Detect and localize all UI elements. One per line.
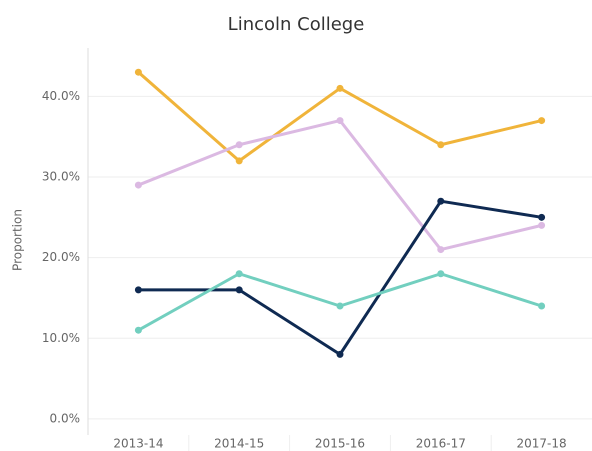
point [235, 141, 243, 149]
point [538, 221, 546, 229]
y-tick-label: 40.0% [42, 89, 80, 103]
x-tick-label: 2017-18 [517, 437, 567, 451]
point [336, 302, 344, 310]
point [134, 286, 142, 294]
y-tick-label: 0.0% [50, 411, 81, 425]
y-tick-label: 10.0% [42, 331, 80, 345]
x-tick-label: 2014-15 [214, 437, 264, 451]
point [336, 84, 344, 92]
x-tick-label: 2016-17 [416, 437, 466, 451]
y-tick-label: 20.0% [42, 250, 80, 264]
point [437, 197, 445, 205]
line [137, 119, 542, 252]
point [437, 270, 445, 278]
point [235, 270, 243, 278]
line [137, 272, 543, 332]
point [134, 181, 142, 189]
point [538, 213, 546, 221]
point [336, 350, 344, 358]
point [134, 68, 142, 76]
y-axis-label: Proportion [11, 209, 25, 271]
point [437, 141, 445, 149]
point [437, 246, 445, 254]
point [235, 157, 243, 165]
point [235, 286, 243, 294]
x-tick-label: 2013-14 [113, 437, 163, 451]
chart-title: Lincoln College [228, 14, 365, 35]
point [134, 326, 142, 334]
point [336, 117, 344, 125]
x-tick-label: 2015-16 [315, 437, 365, 451]
point [538, 302, 546, 310]
line [138, 199, 542, 356]
y-tick-label: 30.0% [42, 170, 80, 184]
point [538, 117, 546, 125]
